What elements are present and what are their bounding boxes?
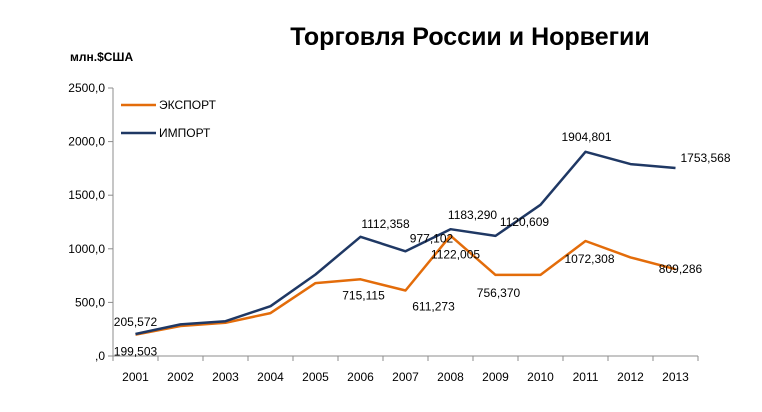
data-label-export: 1072,308 bbox=[564, 252, 614, 266]
x-tick-label: 2011 bbox=[573, 370, 599, 384]
x-tick-label: 2001 bbox=[122, 370, 149, 384]
x-tick-label: 2010 bbox=[527, 370, 554, 384]
data-label-export: 756,370 bbox=[477, 286, 521, 300]
y-tick-label: 1000,0 bbox=[68, 242, 105, 256]
series-layer bbox=[135, 150, 676, 336]
y-axis-unit-label: млн.$США bbox=[70, 50, 133, 64]
data-label-import: 977,102 bbox=[410, 231, 454, 245]
x-tick-label: 2008 bbox=[437, 370, 464, 384]
y-tick-label: ,0 bbox=[95, 349, 105, 363]
data-label-export: 809,286 bbox=[659, 262, 703, 276]
data-label-layer: 199,503 715,115 611,273 1122,005 756,370 1072… bbox=[114, 130, 731, 359]
data-label-export: 199,503 bbox=[114, 345, 158, 359]
series-line-export bbox=[135, 234, 676, 336]
series-line-import bbox=[135, 150, 676, 336]
data-label-import: 1183,290 bbox=[448, 208, 497, 222]
x-tick-label: 2007 bbox=[392, 370, 419, 384]
data-label-export: 611,273 bbox=[412, 299, 455, 313]
y-tick-label: 2000,0 bbox=[68, 135, 105, 149]
legend-label-export: ЭКСПОРТ bbox=[159, 98, 217, 112]
y-axis: ,0 500,0 1000,0 1500,0 2000,0 2500,0 bbox=[68, 81, 114, 363]
x-tick-label: 2009 bbox=[482, 370, 509, 384]
data-label-import: 205,572 bbox=[114, 315, 158, 329]
y-tick-label: 1500,0 bbox=[68, 188, 105, 202]
y-tick-label: 2500,0 bbox=[68, 81, 105, 95]
data-label-export: 715,115 bbox=[342, 288, 385, 302]
data-label-import: 1120,609 bbox=[500, 215, 549, 229]
y-tick-label: 500,0 bbox=[75, 295, 105, 309]
data-label-export: 1122,005 bbox=[431, 248, 480, 262]
data-label-import: 1904,801 bbox=[561, 130, 611, 144]
x-axis: 2001 2002 2003 2004 2005 2006 2007 2008 2009 2010… bbox=[112, 355, 699, 384]
x-tick-label: 2013 bbox=[662, 370, 689, 384]
x-tick-label: 2002 bbox=[167, 370, 194, 384]
data-label-import: 1112,358 bbox=[361, 217, 410, 231]
x-tick-label: 2004 bbox=[257, 370, 284, 384]
x-tick-label: 2003 bbox=[212, 370, 239, 384]
chart-title: Торговля России и Норвегии bbox=[290, 23, 650, 51]
data-label-import: 1753,568 bbox=[680, 151, 730, 165]
x-tick-label: 2006 bbox=[347, 370, 374, 384]
x-tick-label: 2005 bbox=[302, 370, 329, 384]
x-tick-label: 2012 bbox=[617, 370, 644, 384]
legend-label-import: ИМПОРТ bbox=[159, 126, 211, 140]
legend: ЭКСПОРТ ИМПОРТ bbox=[121, 98, 217, 140]
